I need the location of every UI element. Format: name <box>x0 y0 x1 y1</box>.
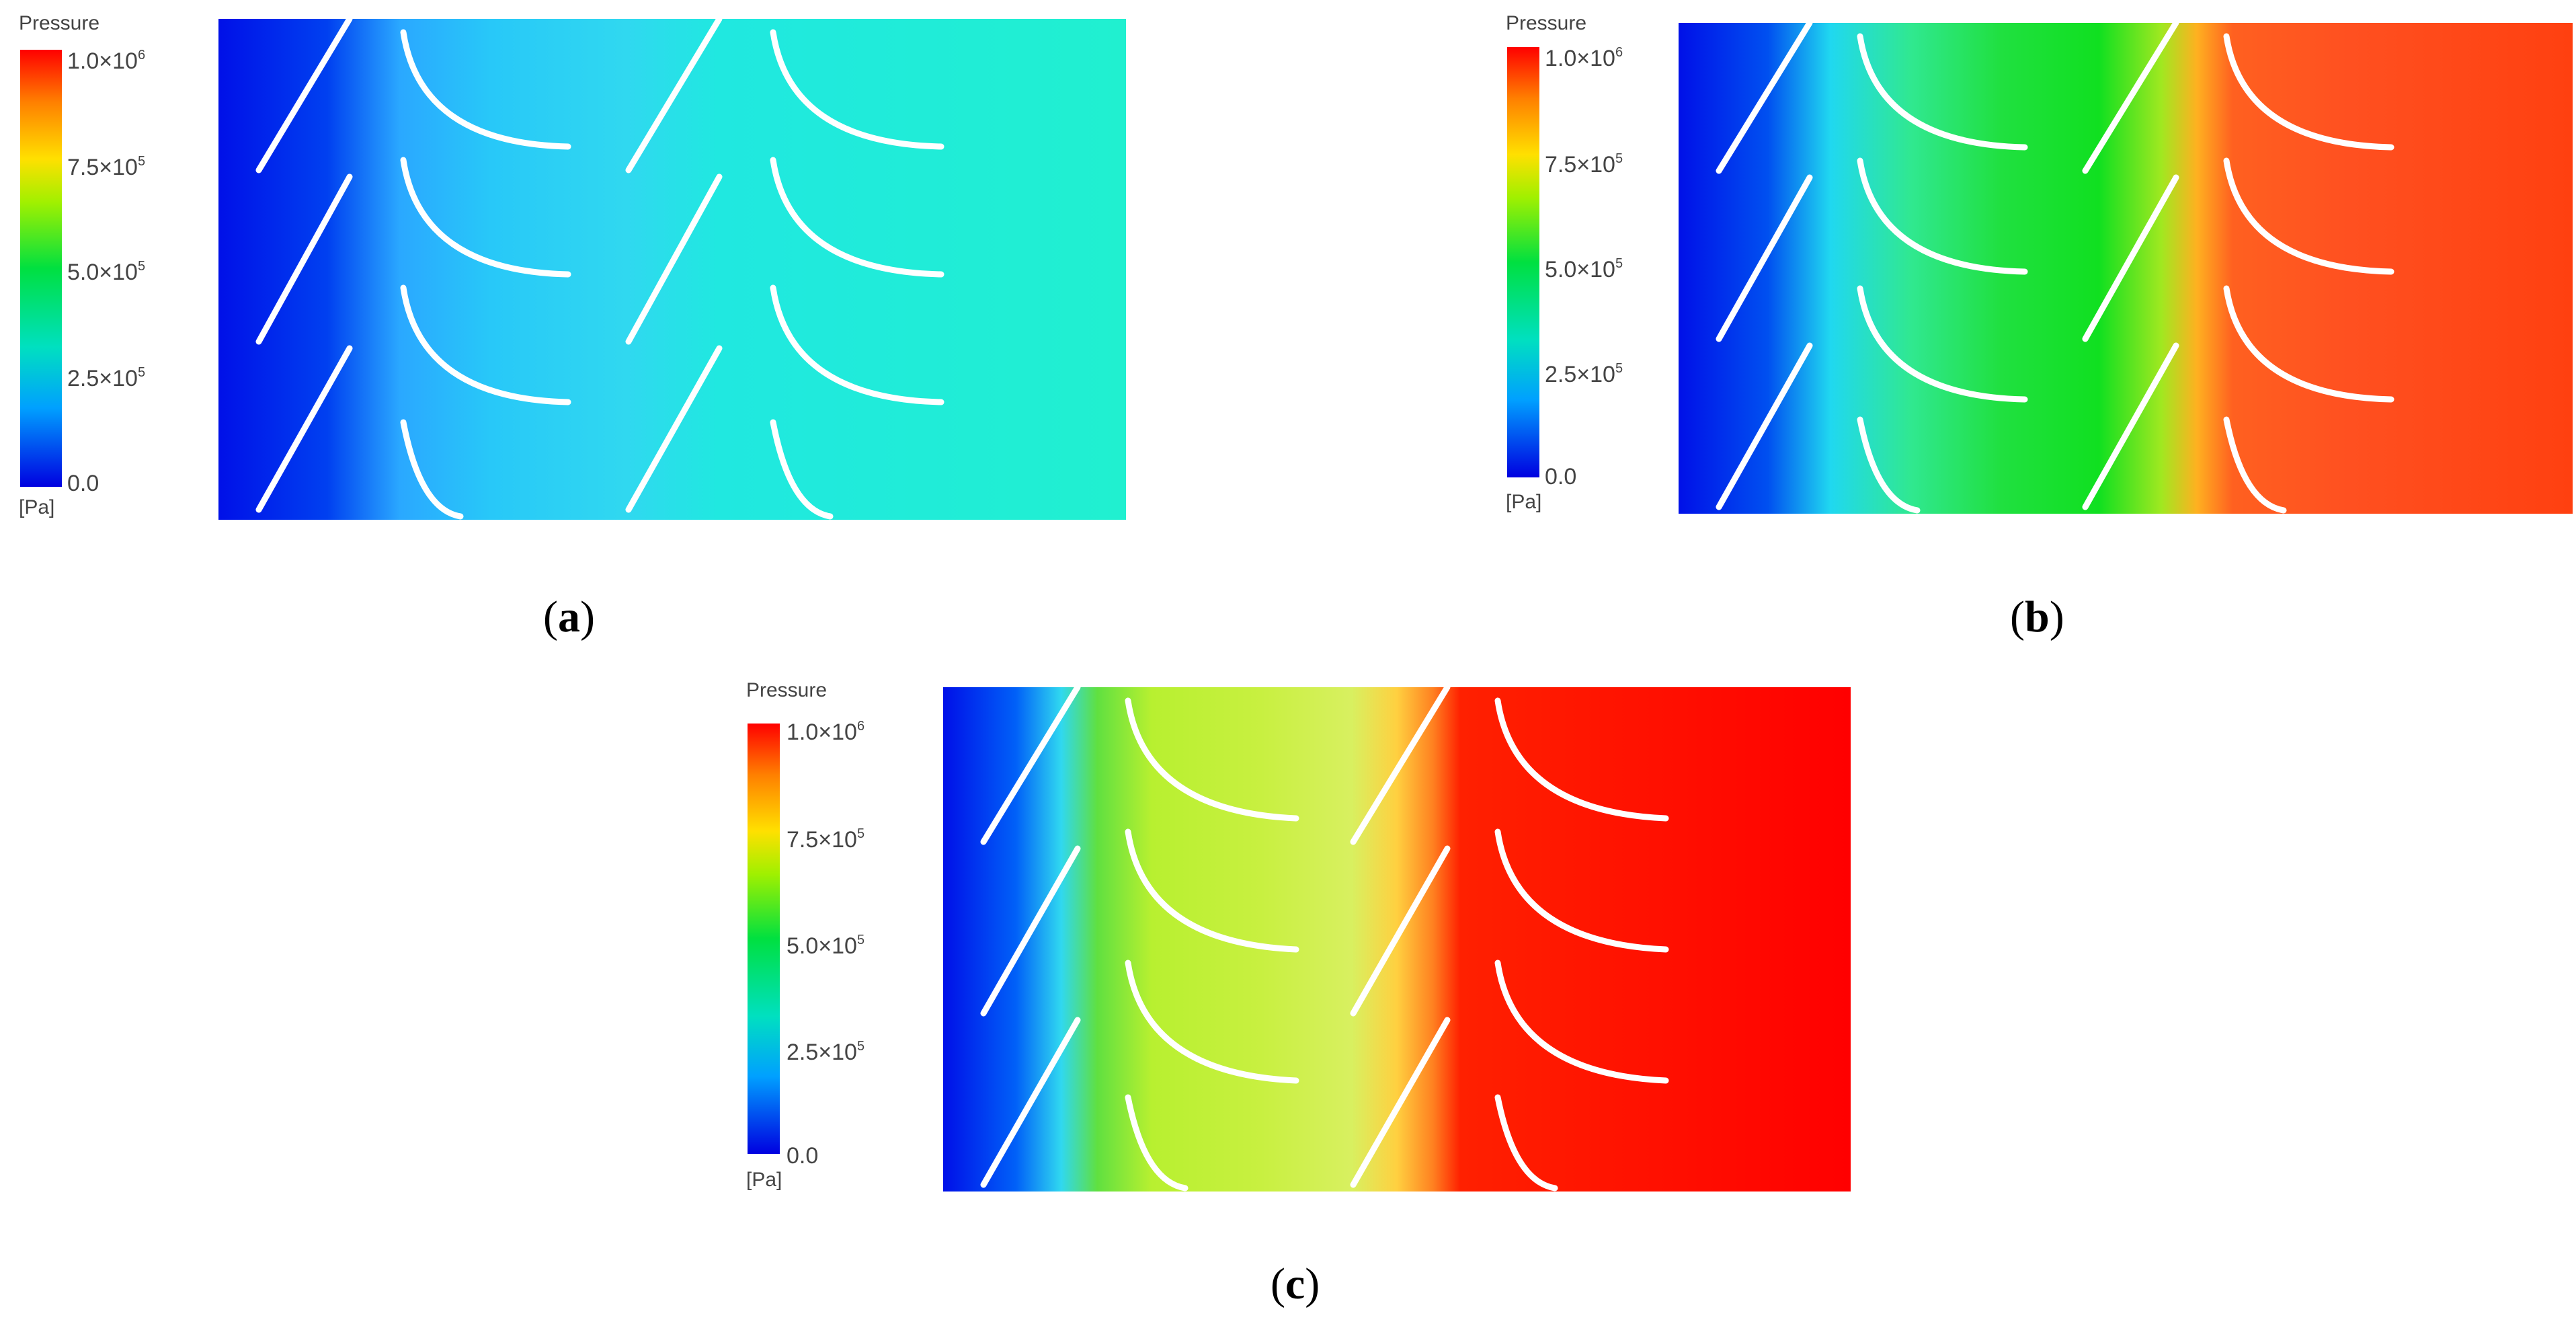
tick-7.5e5: 7.5×105 <box>787 826 865 853</box>
pressure-colorbar <box>748 724 780 1154</box>
tick-0: 0.0 <box>787 1143 819 1169</box>
tick-1e6: 1.0×106 <box>1545 45 1623 71</box>
tick-1e6: 1.0×106 <box>67 48 146 74</box>
tick-5e5: 5.0×105 <box>67 259 146 285</box>
caption-a: (a) <box>543 592 595 641</box>
panel-a: Pressure 1.0×106 7.5×105 5.0×105 2.5×105… <box>0 0 1143 646</box>
legend-unit: [Pa] <box>746 1169 782 1191</box>
caption-b: (b) <box>2010 592 2064 641</box>
pressure-colorbar <box>20 50 62 487</box>
legend-title: Pressure <box>19 12 100 34</box>
pressure-contour-c <box>943 687 1851 1192</box>
tick-1e6: 1.0×106 <box>787 719 865 745</box>
pressure-contour-b <box>1679 23 2573 514</box>
tick-7.5e5: 7.5×105 <box>1545 151 1623 178</box>
legend-title: Pressure <box>1506 12 1587 34</box>
legend-unit: [Pa] <box>1506 491 1542 513</box>
tick-0: 0.0 <box>67 471 99 496</box>
tick-5e5: 5.0×105 <box>787 933 865 959</box>
tick-2.5e5: 2.5×105 <box>787 1039 865 1065</box>
legend-title: Pressure <box>746 679 828 701</box>
tick-2.5e5: 2.5×105 <box>1545 361 1623 387</box>
pressure-contour-a <box>218 19 1126 520</box>
legend-unit: [Pa] <box>19 496 55 518</box>
tick-0: 0.0 <box>1545 464 1577 490</box>
caption-c: (c) <box>1271 1259 1320 1309</box>
tick-7.5e5: 7.5×105 <box>67 154 146 180</box>
tick-5e5: 5.0×105 <box>1545 256 1623 282</box>
pressure-colorbar <box>1507 47 1539 477</box>
tick-2.5e5: 2.5×105 <box>67 365 146 391</box>
panel-c: Pressure 1.0×106 7.5×105 5.0×105 2.5×105… <box>726 672 1869 1318</box>
panel-b: Pressure 1.0×106 7.5×105 5.0×105 2.5×105… <box>1479 0 2576 646</box>
